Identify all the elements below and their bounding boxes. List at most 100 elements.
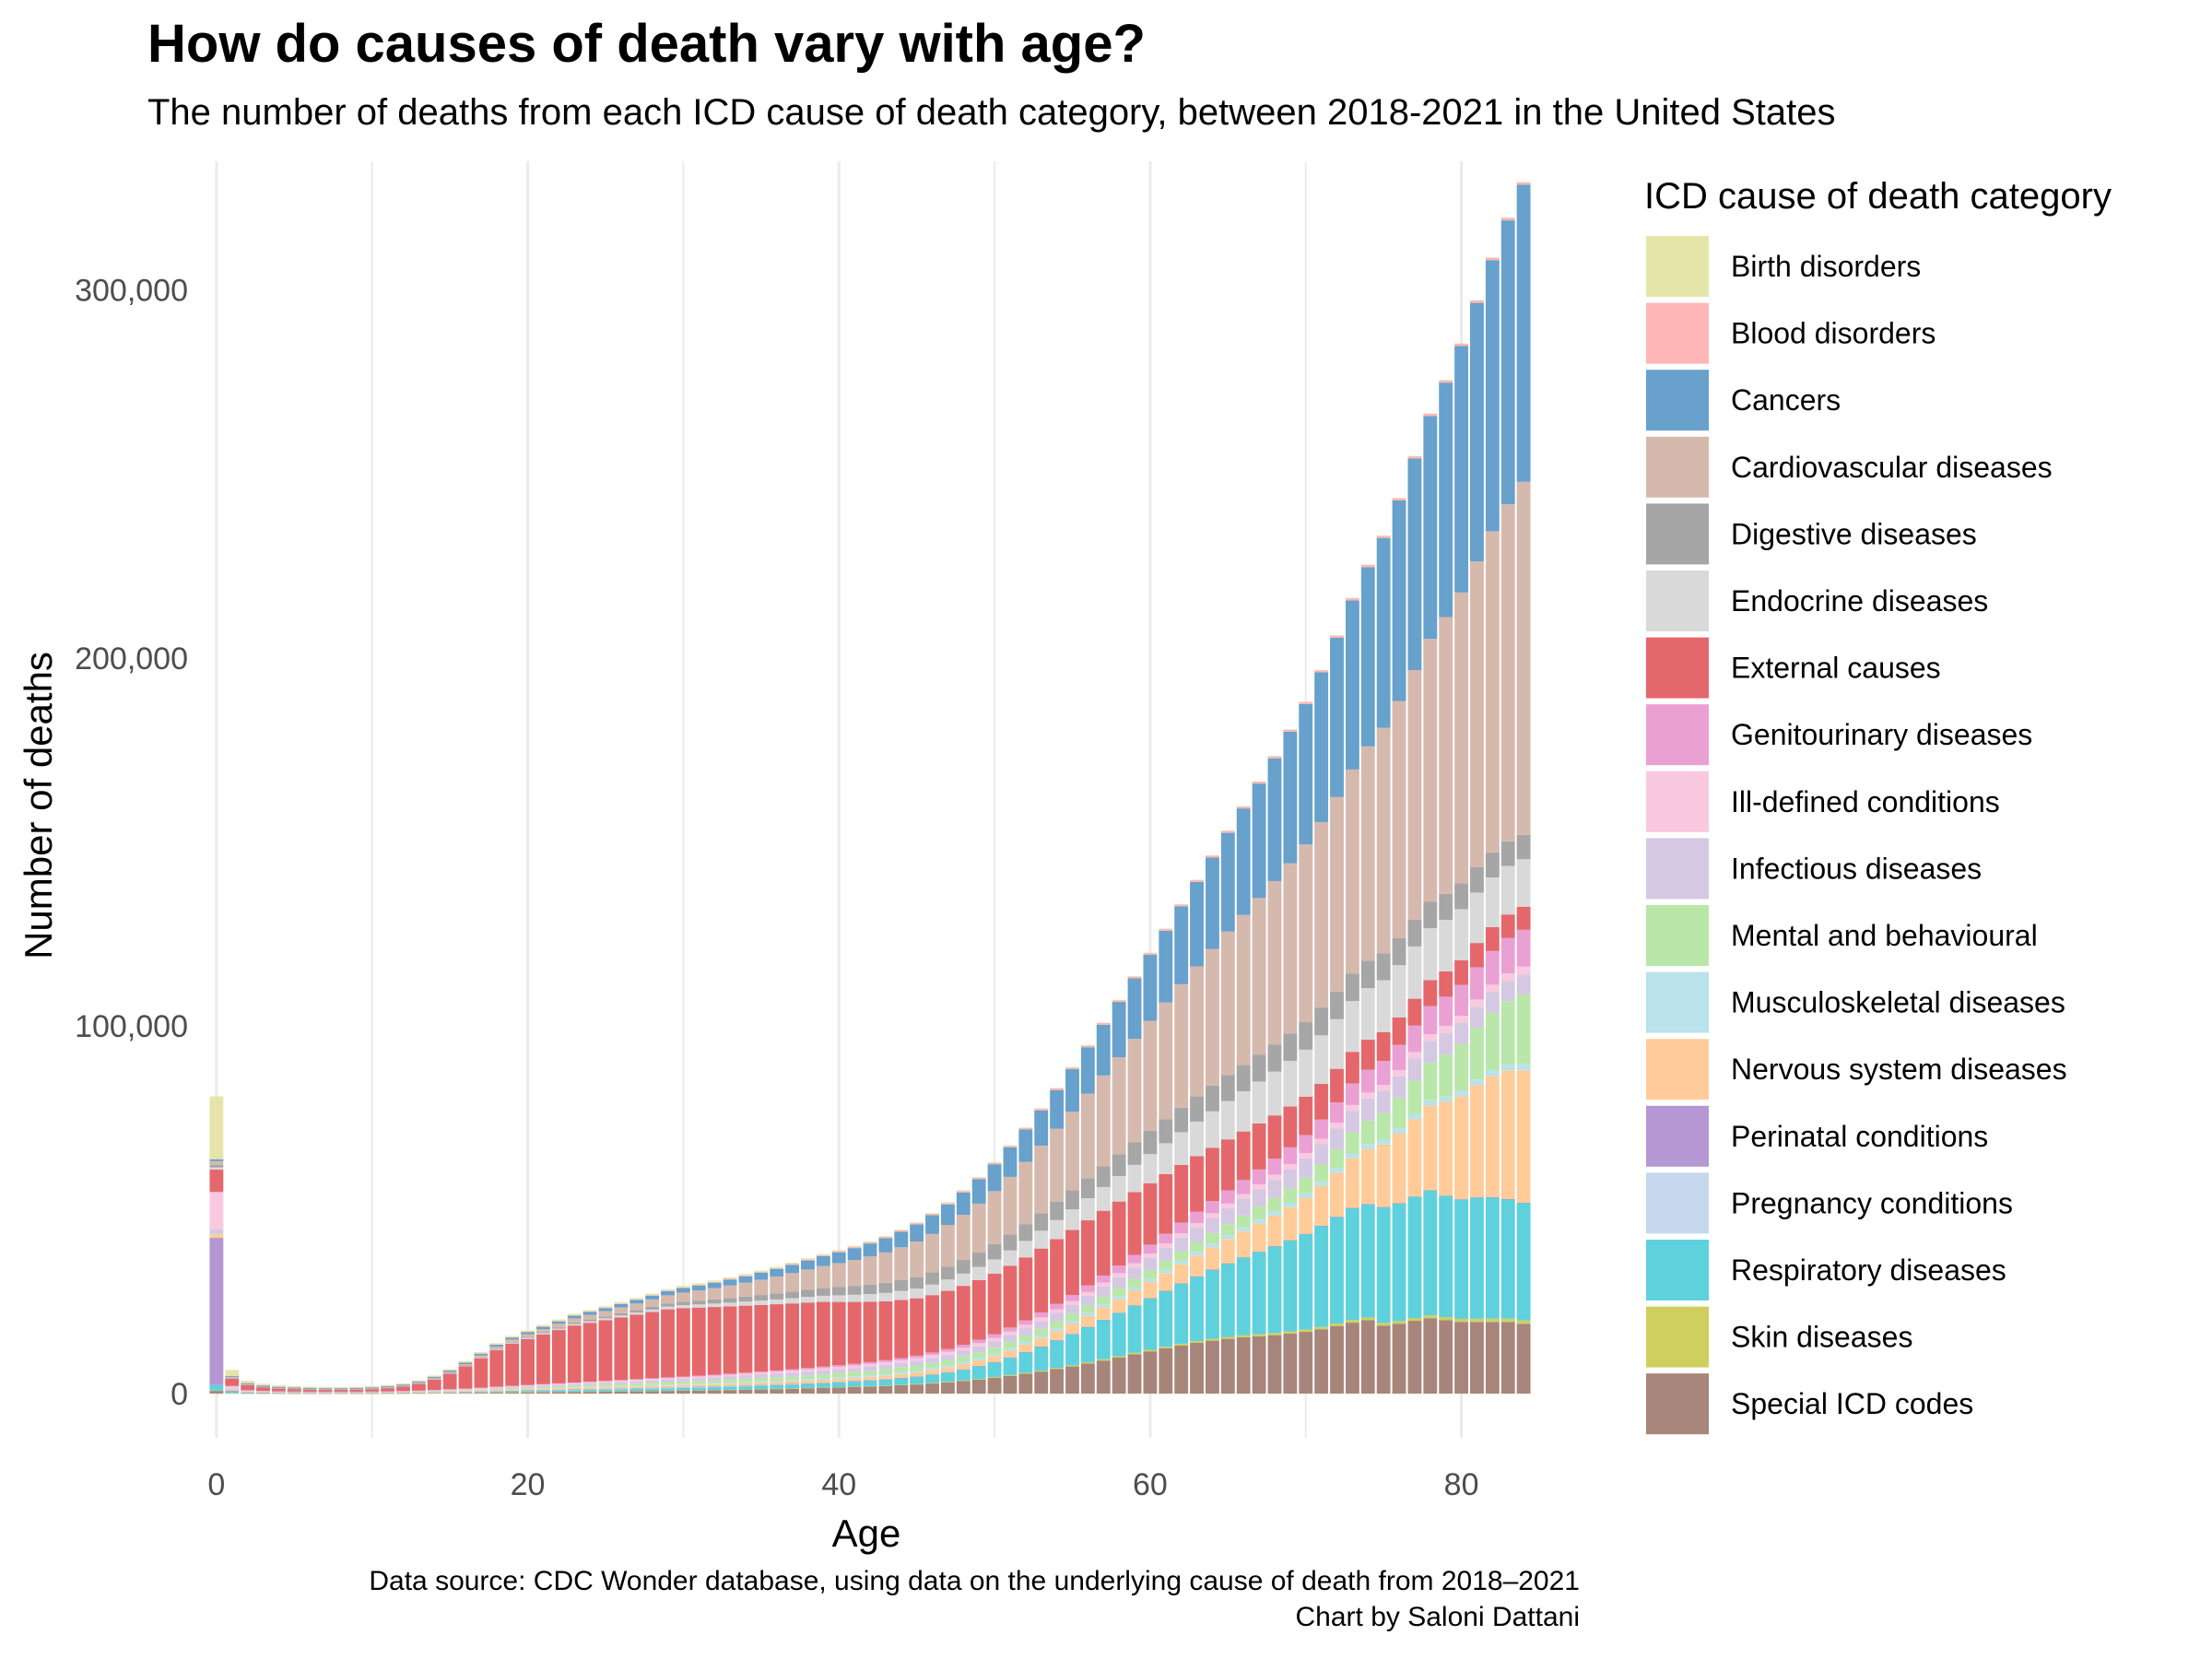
bar-segment [1376,1139,1391,1145]
bar-segment [1112,999,1126,1001]
bar-segment [1143,1351,1158,1394]
bar-segment [878,1373,893,1376]
bar-segment [318,1386,333,1388]
bar-segment [489,1349,504,1387]
bar-segment [1112,1201,1126,1266]
bar-segment [1018,1352,1033,1373]
bar-segment [754,1371,769,1373]
bar-segment [785,1376,800,1381]
bar-segment [582,1391,597,1394]
bar-segment [1423,1190,1438,1316]
bar-segment [458,1389,473,1390]
bar-segment [707,1387,722,1391]
bar-segment [707,1386,722,1387]
bar-segment [396,1391,410,1392]
bar-segment [1345,973,1359,1002]
bar-segment [1127,1352,1142,1355]
bar-segment [707,1288,722,1300]
bar-segment [489,1388,504,1390]
bar-segment [707,1390,722,1394]
bar-segment [1112,1288,1126,1297]
bar-segment [271,1386,286,1388]
bar-segment [661,1377,675,1379]
bar-segment [831,1387,846,1394]
bar-segment [287,1393,301,1394]
bar-segment [1034,1337,1049,1347]
bar-segment [1127,1164,1142,1193]
bar-segment [1407,998,1422,1026]
bar-segment [863,1361,877,1364]
bar-segment [1143,1281,1158,1299]
bar-segment [582,1390,597,1392]
bar-segment [1299,701,1313,704]
bar-segment [1407,1080,1422,1114]
bar-segment [1423,1315,1438,1319]
bar-segment [956,1286,971,1345]
bar-segment [1500,1318,1515,1323]
bar-segment [629,1298,644,1300]
bar-segment [1159,928,1173,930]
bar-segment [209,1390,224,1392]
bar-segment [1190,881,1204,967]
bar-segment [1314,670,1329,673]
bar-segment [1330,1101,1344,1124]
bar-segment [381,1392,395,1394]
bar-segment [1174,1345,1189,1394]
bar-segment [1003,1374,1018,1376]
bar-segment [863,1241,877,1242]
bar-segment [318,1391,333,1393]
bar-segment [847,1294,862,1302]
bar-segment [754,1382,769,1385]
bar-segment [225,1378,240,1379]
bar-segment [1392,700,1406,938]
bar-segment [1252,783,1266,899]
bar-segment [1314,1119,1329,1139]
legend-label: Cardiovascular diseases [1731,451,2053,484]
bar-segment [505,1339,520,1342]
bar-segment [442,1390,457,1392]
bar-segment [381,1385,395,1387]
legend-key [1646,370,1709,431]
bar-segment [1454,1043,1469,1091]
bar-segment [411,1380,426,1382]
bar-segment [925,1284,939,1296]
bar-segment [1299,1158,1313,1179]
bar-segment [1065,1209,1079,1230]
bar-segment [505,1391,520,1393]
bar-segment [1360,1144,1375,1149]
bar-segment [971,1176,986,1178]
bar-segment [847,1260,862,1287]
bar-segment [287,1391,301,1393]
bar-segment [987,1362,1002,1378]
bar-segment [427,1375,441,1377]
bar-segment [847,1248,862,1261]
bar-segment [582,1321,597,1324]
bar-segment [271,1393,286,1394]
bar-segment [691,1381,706,1384]
bar-segment [1283,863,1298,1034]
bar-segment [1330,1068,1344,1102]
bar-segment [816,1254,830,1256]
bar-segment [474,1353,488,1354]
bar-segment [256,1386,270,1388]
bar-segment [521,1336,535,1338]
bar-segment [1206,1111,1219,1148]
bar-segment [442,1373,457,1374]
bar-segment [1330,635,1344,636]
bar-segment [1018,1372,1033,1374]
bar-segment [1190,1211,1204,1224]
bar-segment [458,1388,473,1389]
bar-segment [878,1385,893,1386]
bar-segment [1112,1000,1126,1003]
bar-segment [707,1281,722,1283]
bar-segment [209,1160,224,1165]
bar-segment [1220,1100,1235,1140]
bar-segment [1360,960,1375,989]
bar-segment [847,1245,862,1247]
bar-segment [691,1290,706,1301]
bar-segment [1143,1244,1158,1254]
bar-segment [1470,866,1484,893]
bar-segment [536,1326,550,1330]
bar-segment [754,1378,769,1382]
bar-segment [1516,1070,1531,1203]
